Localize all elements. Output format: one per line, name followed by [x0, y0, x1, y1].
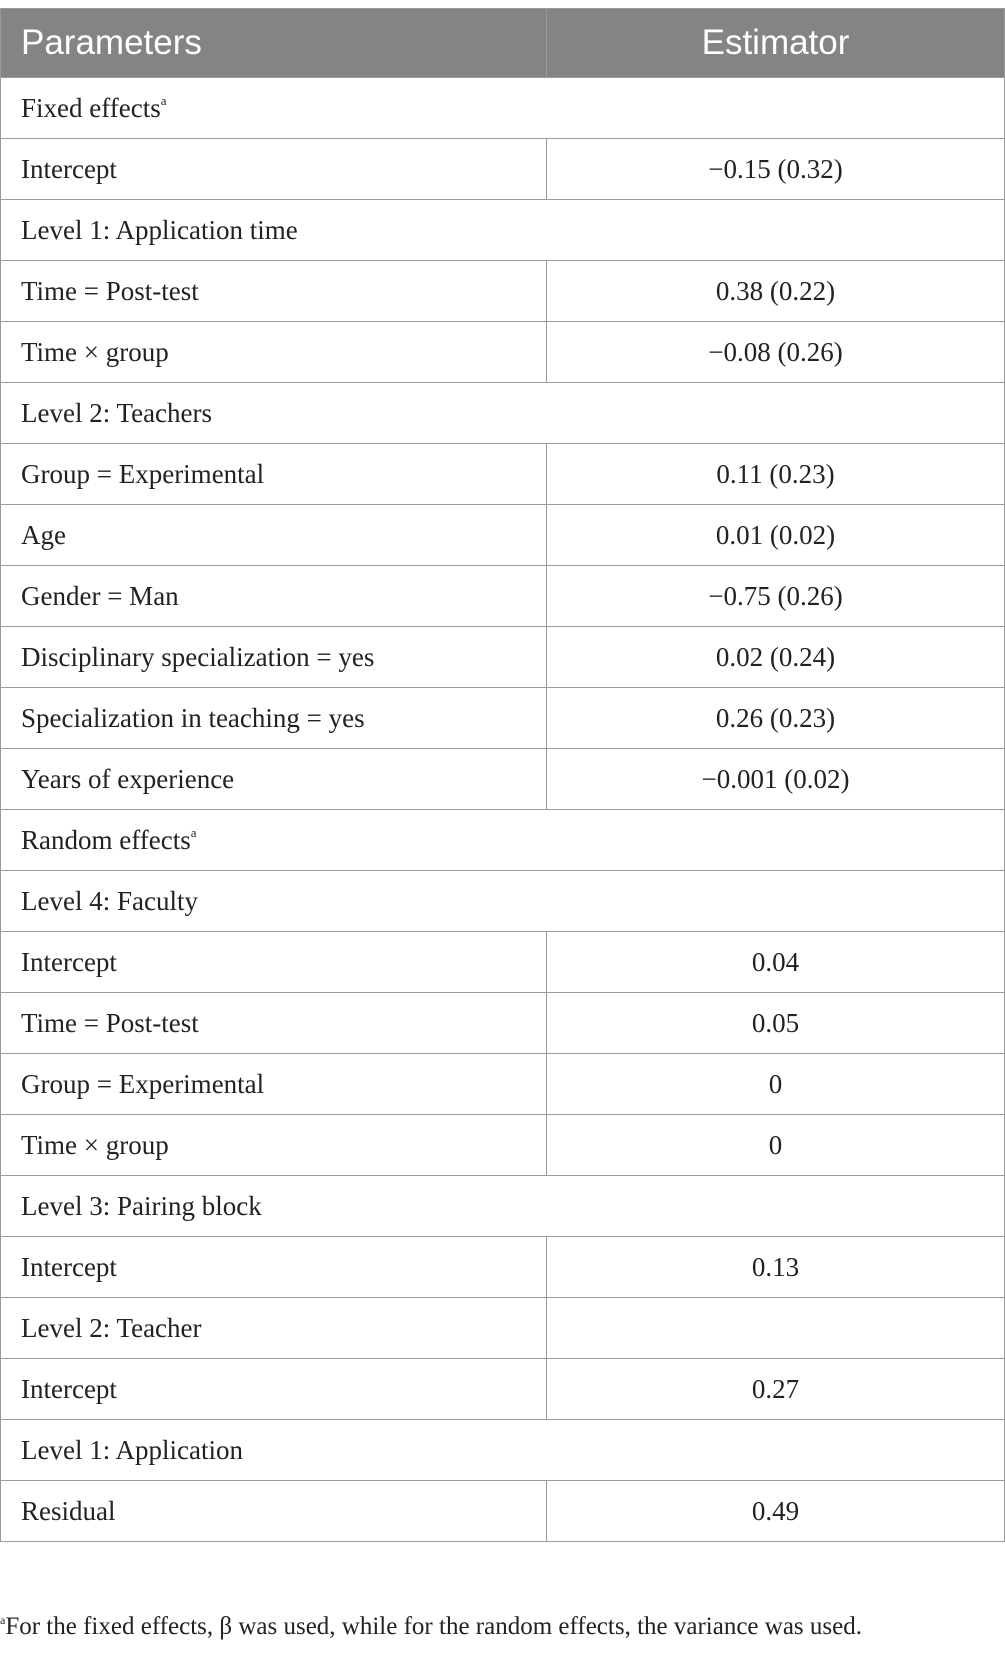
row-label: Time = Post-test — [0, 260, 547, 322]
subsection-row: Level 4: Faculty — [0, 870, 1005, 932]
table-row: Intercept 0.13 — [0, 1236, 1005, 1298]
footnote-marker: a — [190, 824, 197, 840]
subsection-row: Level 1: Application — [0, 1419, 1005, 1481]
row-label: Intercept — [0, 931, 547, 993]
row-value: 0.05 — [546, 992, 1005, 1054]
footnote-text: For the fixed effects, β was used, while… — [5, 1613, 862, 1640]
subsection-label: Level 3: Pairing block — [0, 1175, 1005, 1237]
row-value: 0.01 (0.02) — [546, 504, 1005, 566]
section-label: Fixed effectsa — [0, 77, 1005, 139]
table-row: Years of experience −0.001 (0.02) — [0, 748, 1005, 810]
table-row: Specialization in teaching = yes 0.26 (0… — [0, 687, 1005, 749]
row-value: 0.49 — [546, 1480, 1005, 1542]
table-row: Level 2: Teacher — [0, 1297, 1005, 1359]
table-row: Time × group −0.08 (0.26) — [0, 321, 1005, 383]
row-label: Group = Experimental — [0, 1053, 547, 1115]
row-value: 0.27 — [546, 1358, 1005, 1420]
row-label: Group = Experimental — [0, 443, 547, 505]
subsection-row: Level 1: Application time — [0, 199, 1005, 261]
section-row-fixed-effects: Fixed effectsa — [0, 77, 1005, 139]
row-value: 0.02 (0.24) — [546, 626, 1005, 688]
header-row: Parameters Estimator — [0, 8, 1005, 78]
footnote-marker: a — [0, 1613, 6, 1627]
table-row: Intercept 0.27 — [0, 1358, 1005, 1420]
row-value: 0.04 — [546, 931, 1005, 993]
row-value: 0.38 (0.22) — [546, 260, 1005, 322]
subsection-label: Level 4: Faculty — [0, 870, 1005, 932]
section-row-random-effects: Random effectsa — [0, 809, 1005, 871]
footnote-marker: a — [160, 92, 167, 108]
row-value: 0.26 (0.23) — [546, 687, 1005, 749]
table-row: Group = Experimental 0 — [0, 1053, 1005, 1115]
row-label: Age — [0, 504, 547, 566]
table-row: Time × group 0 — [0, 1114, 1005, 1176]
table-footnote: aFor the fixed effects, β was used, whil… — [0, 1613, 862, 1641]
table-row: Residual 0.49 — [0, 1480, 1005, 1542]
header-parameters: Parameters — [0, 8, 547, 78]
section-random-effects-label: Random effects — [21, 824, 191, 855]
row-value: −0.75 (0.26) — [546, 565, 1005, 627]
row-label: Disciplinary specialization = yes — [0, 626, 547, 688]
section-fixed-effects-label: Fixed effects — [21, 92, 161, 123]
table-row: Intercept −0.15 (0.32) — [0, 138, 1005, 200]
table-row: Time = Post-test 0.05 — [0, 992, 1005, 1054]
row-label: Intercept — [0, 1358, 547, 1420]
row-value: −0.08 (0.26) — [546, 321, 1005, 383]
row-value: −0.15 (0.32) — [546, 138, 1005, 200]
row-label: Intercept — [0, 1236, 547, 1298]
subsection-label: Level 2: Teachers — [0, 382, 1005, 444]
subsection-row: Level 2: Teachers — [0, 382, 1005, 444]
row-value: 0 — [546, 1114, 1005, 1176]
row-value: −0.001 (0.02) — [546, 748, 1005, 810]
row-label: Specialization in teaching = yes — [0, 687, 547, 749]
estimates-table: Parameters Estimator Fixed effectsa Inte… — [0, 8, 1005, 1542]
table-row: Group = Experimental 0.11 (0.23) — [0, 443, 1005, 505]
section-label: Random effectsa — [0, 809, 1005, 871]
table-row: Gender = Man −0.75 (0.26) — [0, 565, 1005, 627]
subsection-label: Level 1: Application time — [0, 199, 1005, 261]
table-row: Age 0.01 (0.02) — [0, 504, 1005, 566]
row-value — [546, 1297, 1005, 1359]
row-label: Time × group — [0, 321, 547, 383]
row-label: Years of experience — [0, 748, 547, 810]
table-row: Disciplinary specialization = yes 0.02 (… — [0, 626, 1005, 688]
row-label: Residual — [0, 1480, 547, 1542]
row-label: Level 2: Teacher — [0, 1297, 547, 1359]
subsection-label: Level 1: Application — [0, 1419, 1005, 1481]
row-value: 0.13 — [546, 1236, 1005, 1298]
table-row: Intercept 0.04 — [0, 931, 1005, 993]
row-label: Gender = Man — [0, 565, 547, 627]
row-label: Time × group — [0, 1114, 547, 1176]
header-estimator: Estimator — [546, 8, 1005, 78]
subsection-row: Level 3: Pairing block — [0, 1175, 1005, 1237]
row-value: 0 — [546, 1053, 1005, 1115]
row-label: Time = Post-test — [0, 992, 547, 1054]
row-label: Intercept — [0, 138, 547, 200]
row-value: 0.11 (0.23) — [546, 443, 1005, 505]
table-row: Time = Post-test 0.38 (0.22) — [0, 260, 1005, 322]
